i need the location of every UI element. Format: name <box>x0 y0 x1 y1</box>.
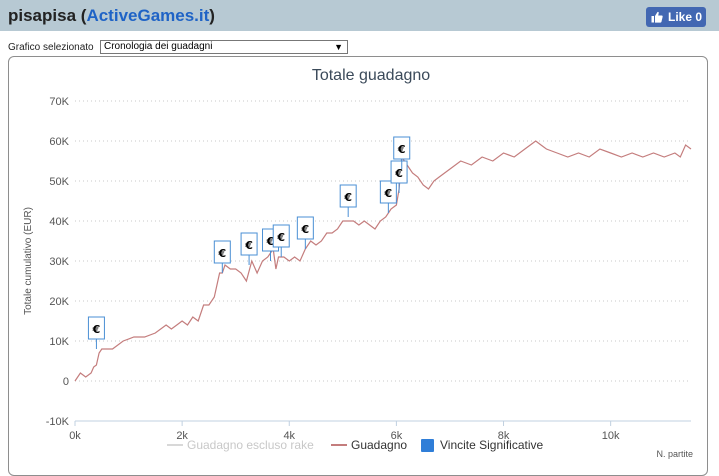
series-line-guadagno <box>74 140 692 382</box>
euro-icon: € <box>394 167 403 180</box>
vincita-marker[interactable] <box>240 232 258 256</box>
like-label: Like 0 <box>668 10 703 24</box>
x-tick-label: 4k <box>283 430 295 442</box>
legend-square-symbol <box>421 439 434 452</box>
chart: Totale guadagno -10K 0 10K 20K 30K 40K 50K 60K 70… <box>23 67 693 459</box>
chart-panel: Totale guadagno -10K 0 10K 20K 30K 40K 50K 60K 70… <box>8 56 708 476</box>
y-tick-label: 70K <box>49 96 69 108</box>
chart-select[interactable]: Cronologia dei guadagni ▼ <box>100 40 348 54</box>
x-tick-label: 6k <box>391 430 403 442</box>
x-tick-label: 0k <box>69 430 81 442</box>
vincita-marker[interactable] <box>339 184 357 208</box>
vincita-marker[interactable] <box>393 136 411 160</box>
y-tick-label: 20K <box>49 296 69 308</box>
y-tick-label: 10K <box>49 336 69 348</box>
euro-icon: € <box>92 323 101 336</box>
vincita-marker[interactable] <box>296 216 314 240</box>
app-title: pisapisa (ActiveGames.it) <box>8 6 215 26</box>
chevron-down-icon: ▼ <box>334 42 343 52</box>
title-close-paren: ) <box>209 6 215 25</box>
y-tick-label: 30K <box>49 256 69 268</box>
y-tick-label: 0 <box>63 376 69 388</box>
thumbs-up-icon <box>650 10 664 24</box>
x-tick-label: 8k <box>498 430 510 442</box>
y-tick-label: 50K <box>49 176 69 188</box>
euro-icon: € <box>244 239 253 252</box>
chart-title: Totale guadagno <box>312 67 430 84</box>
legend-item-label[interactable]: Guadagno <box>351 438 407 452</box>
x-axis-label: N. partite <box>656 449 693 459</box>
euro-icon: € <box>384 187 393 200</box>
euro-icon: € <box>343 191 352 204</box>
euro-icon: € <box>276 231 285 244</box>
y-axis-label: Totale cumulativo (EUR) <box>23 207 34 315</box>
y-tick-label: -10K <box>46 416 70 428</box>
chart-selector-label: Grafico selezionato <box>8 41 94 53</box>
vincita-marker[interactable] <box>87 316 105 340</box>
title-open-paren: ( <box>80 6 87 25</box>
top-bar: pisapisa (ActiveGames.it) Like 0 <box>0 0 719 31</box>
vincita-marker[interactable] <box>213 240 231 264</box>
euro-icon: € <box>266 235 275 248</box>
chart-select-value: Cronologia dei guadagni <box>104 41 213 52</box>
vincita-marker[interactable] <box>390 160 408 184</box>
x-tick-label: 10k <box>602 430 620 442</box>
vincita-marker[interactable] <box>379 180 397 204</box>
legend-item-label[interactable]: Vincite Significative <box>440 438 543 452</box>
site-link[interactable]: ActiveGames.it <box>86 6 210 25</box>
y-tick-label: 60K <box>49 136 69 148</box>
x-tick-label: 2k <box>176 430 188 442</box>
euro-icon: € <box>301 223 310 236</box>
y-tick-label: 40K <box>49 216 69 228</box>
facebook-like-button[interactable]: Like 0 <box>646 7 706 27</box>
user-name: pisapisa <box>8 6 77 25</box>
vincita-marker[interactable] <box>272 224 290 248</box>
legend-item-label[interactable]: Guadagno escluso rake <box>187 438 314 452</box>
euro-icon: € <box>397 143 406 156</box>
euro-icon: € <box>217 247 226 260</box>
